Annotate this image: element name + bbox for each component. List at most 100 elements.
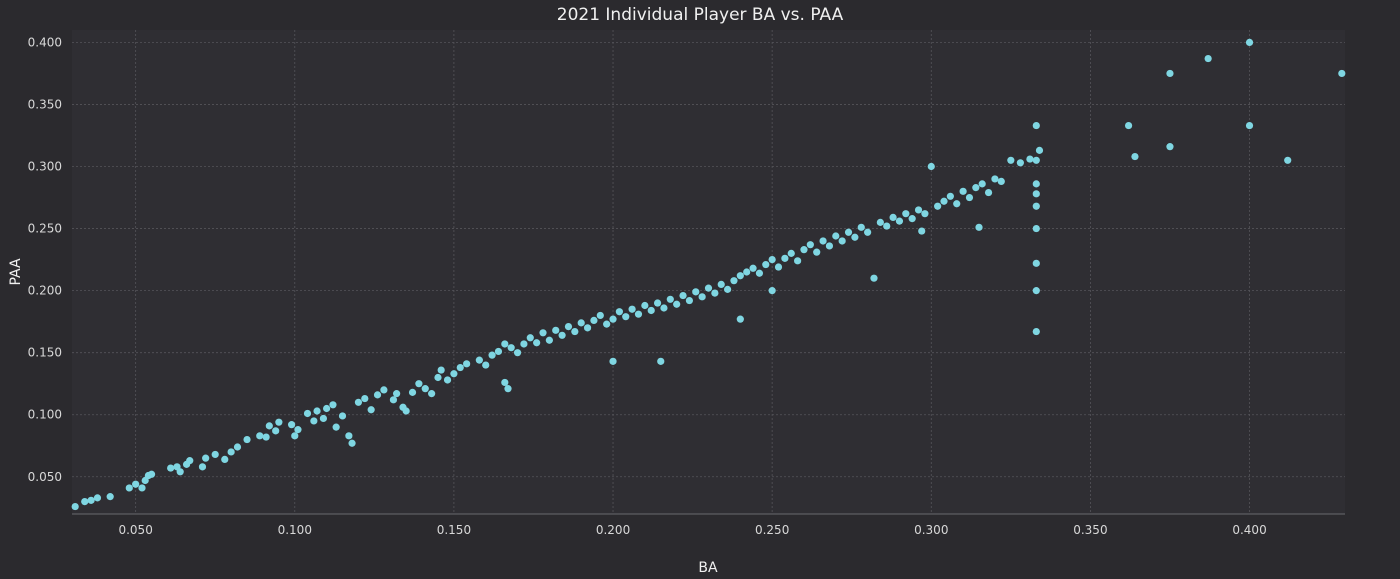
scatter-point — [338, 412, 347, 420]
scatter-point — [389, 396, 398, 404]
scatter-point — [319, 414, 328, 423]
scatter-point — [1032, 202, 1040, 210]
scatter-point — [539, 329, 547, 337]
scatter-point — [851, 233, 859, 241]
scatter-point — [946, 192, 954, 200]
scatter-point — [768, 255, 776, 264]
scatter-point — [408, 388, 417, 396]
scatter-point — [1284, 156, 1292, 164]
scatter-point — [813, 248, 821, 256]
scatter-point — [953, 200, 961, 208]
scatter-point — [768, 287, 776, 295]
scatter-point — [685, 296, 694, 305]
scatter-point — [1124, 121, 1133, 130]
scatter-point — [940, 197, 948, 205]
scatter-point — [895, 217, 904, 225]
scatter-point — [577, 319, 585, 327]
scatter-point — [959, 187, 967, 195]
scatter-point — [927, 162, 935, 171]
scatter-point — [622, 313, 630, 321]
scatter-point — [87, 496, 95, 504]
scatter-point — [921, 210, 929, 218]
scatter-point — [443, 376, 452, 384]
scatter-point — [857, 223, 865, 231]
scatter-point — [838, 237, 846, 245]
scatter-point — [1032, 327, 1040, 336]
scatter-point — [1032, 121, 1040, 130]
scatter-point — [233, 443, 242, 451]
scatter-point — [1245, 121, 1254, 130]
scatter-point — [571, 327, 579, 336]
scatter-point — [243, 435, 251, 444]
scatter-point — [692, 288, 700, 296]
scatter-point — [533, 339, 541, 347]
y-tick-label: 0.200 — [28, 284, 62, 298]
scatter-point — [717, 280, 725, 289]
chart-title: 2021 Individual Player BA vs. PAA — [557, 5, 844, 25]
scatter-point — [176, 468, 184, 476]
scatter-point — [303, 409, 312, 418]
scatter-point — [202, 454, 210, 462]
scatter-point — [666, 295, 674, 303]
scatter-point — [71, 502, 79, 511]
scatter-point — [603, 320, 611, 328]
scatter-point — [794, 257, 802, 265]
scatter-point — [590, 316, 598, 324]
scatter-point — [501, 340, 509, 348]
scatter-point — [711, 289, 719, 297]
scatter-point — [227, 448, 235, 456]
scatter-point — [450, 370, 458, 378]
scatter-point — [354, 398, 363, 406]
scatter-point — [1032, 259, 1040, 267]
scatter-point — [844, 228, 853, 236]
scatter-point — [876, 218, 884, 226]
scatter-point — [774, 263, 783, 271]
data-points — [71, 38, 1346, 511]
scatter-point — [762, 260, 770, 269]
scatter-point — [914, 206, 923, 214]
scatter-point — [198, 463, 207, 471]
scatter-point — [673, 300, 681, 308]
scatter-point — [825, 242, 834, 250]
scatter-point — [934, 202, 942, 210]
y-tick-label: 0.150 — [28, 346, 62, 360]
scatter-point — [272, 427, 280, 435]
grid-lines — [72, 30, 1345, 514]
scatter-point — [634, 310, 643, 318]
scatter-point — [991, 175, 999, 183]
scatter-point — [125, 484, 133, 492]
scatter-point — [494, 347, 503, 356]
scatter-point — [520, 340, 528, 348]
scatter-point — [526, 334, 534, 342]
y-axis-label: PAA — [8, 258, 24, 286]
scatter-point — [345, 432, 353, 440]
scatter-point — [415, 380, 423, 388]
scatter-point — [997, 177, 1005, 186]
scatter-point — [1032, 156, 1040, 164]
scatter-point — [883, 222, 891, 230]
scatter-point — [1026, 155, 1034, 163]
scatter-point — [287, 421, 296, 429]
scatter-point — [1032, 190, 1040, 198]
y-tick-label: 0.100 — [28, 408, 62, 422]
scatter-point — [1032, 180, 1040, 188]
scatter-point — [132, 480, 140, 488]
scatter-point — [380, 386, 388, 394]
scatter-point — [698, 293, 706, 301]
scatter-point — [730, 277, 738, 285]
scatter-point — [361, 394, 369, 403]
x-tick-label: 0.300 — [914, 523, 948, 537]
scatter-point — [1166, 69, 1174, 78]
scatter-point — [615, 308, 623, 316]
scatter-point — [275, 418, 283, 426]
scatter-point — [647, 306, 655, 315]
scatter-point — [256, 432, 264, 440]
scatter-point — [736, 315, 744, 323]
scatter-point — [367, 406, 375, 414]
scatter-point — [482, 361, 490, 369]
scatter-point — [332, 423, 340, 431]
scatter-point — [488, 351, 496, 359]
scatter-point — [310, 417, 318, 425]
scatter-point — [291, 432, 299, 440]
